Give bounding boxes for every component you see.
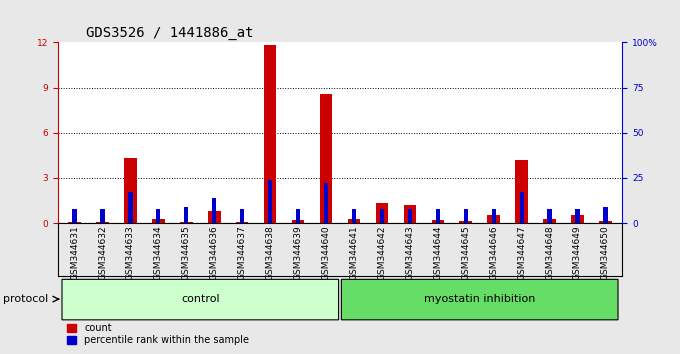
Text: GSM344640: GSM344640 bbox=[322, 226, 330, 280]
Bar bbox=[73, 209, 77, 223]
Text: protocol: protocol bbox=[3, 294, 49, 304]
Text: GSM344639: GSM344639 bbox=[294, 226, 303, 280]
Bar bbox=[375, 204, 388, 223]
Bar bbox=[180, 222, 192, 223]
Bar bbox=[515, 160, 528, 223]
Text: GSM344641: GSM344641 bbox=[350, 226, 358, 280]
Bar bbox=[240, 209, 244, 223]
Bar bbox=[380, 209, 384, 223]
Text: GSM344647: GSM344647 bbox=[517, 226, 526, 280]
Bar bbox=[603, 207, 607, 223]
Text: GSM344636: GSM344636 bbox=[209, 226, 219, 280]
Text: GSM344644: GSM344644 bbox=[433, 226, 442, 280]
Text: GSM344645: GSM344645 bbox=[461, 226, 471, 280]
Text: myostatin inhibition: myostatin inhibition bbox=[424, 294, 535, 304]
Bar bbox=[432, 220, 444, 223]
Bar bbox=[352, 209, 356, 223]
Text: GSM344649: GSM344649 bbox=[573, 226, 582, 280]
Text: GSM344650: GSM344650 bbox=[601, 226, 610, 280]
Legend: count, percentile rank within the sample: count, percentile rank within the sample bbox=[63, 319, 253, 349]
Text: GSM344634: GSM344634 bbox=[154, 226, 163, 280]
Bar bbox=[268, 180, 272, 223]
Bar bbox=[124, 158, 137, 223]
Text: GSM344632: GSM344632 bbox=[98, 226, 107, 280]
Bar bbox=[575, 209, 579, 223]
Bar bbox=[152, 218, 165, 223]
Bar bbox=[320, 94, 333, 223]
Bar bbox=[403, 205, 416, 223]
Bar bbox=[212, 198, 216, 223]
Bar bbox=[101, 209, 105, 223]
FancyBboxPatch shape bbox=[341, 279, 618, 320]
Bar bbox=[68, 222, 81, 223]
Bar bbox=[184, 207, 188, 223]
Bar bbox=[236, 222, 248, 223]
FancyBboxPatch shape bbox=[62, 279, 339, 320]
Bar bbox=[436, 209, 440, 223]
Text: GSM344637: GSM344637 bbox=[238, 226, 247, 280]
Text: GSM344635: GSM344635 bbox=[182, 226, 191, 280]
Bar bbox=[296, 209, 300, 223]
Bar bbox=[292, 220, 305, 223]
Text: GSM344642: GSM344642 bbox=[377, 226, 386, 280]
Bar bbox=[347, 218, 360, 223]
Bar bbox=[129, 192, 133, 223]
Bar bbox=[156, 209, 160, 223]
Bar bbox=[96, 222, 109, 223]
Bar bbox=[488, 216, 500, 223]
Bar bbox=[464, 209, 468, 223]
Text: GSM344631: GSM344631 bbox=[70, 226, 79, 280]
Text: GSM344638: GSM344638 bbox=[266, 226, 275, 280]
Text: GSM344646: GSM344646 bbox=[489, 226, 498, 280]
Bar bbox=[208, 211, 220, 223]
Bar bbox=[460, 221, 472, 223]
Bar bbox=[599, 221, 612, 223]
Bar bbox=[543, 218, 556, 223]
Bar bbox=[547, 209, 551, 223]
Text: GSM344643: GSM344643 bbox=[405, 226, 414, 280]
Text: GDS3526 / 1441886_at: GDS3526 / 1441886_at bbox=[86, 26, 254, 40]
Bar bbox=[492, 209, 496, 223]
Bar bbox=[520, 192, 524, 223]
Bar bbox=[408, 209, 412, 223]
Text: GSM344648: GSM344648 bbox=[545, 226, 554, 280]
Bar bbox=[264, 46, 277, 223]
Bar bbox=[571, 216, 584, 223]
Text: GSM344633: GSM344633 bbox=[126, 226, 135, 280]
Text: control: control bbox=[181, 294, 220, 304]
Bar bbox=[324, 183, 328, 223]
